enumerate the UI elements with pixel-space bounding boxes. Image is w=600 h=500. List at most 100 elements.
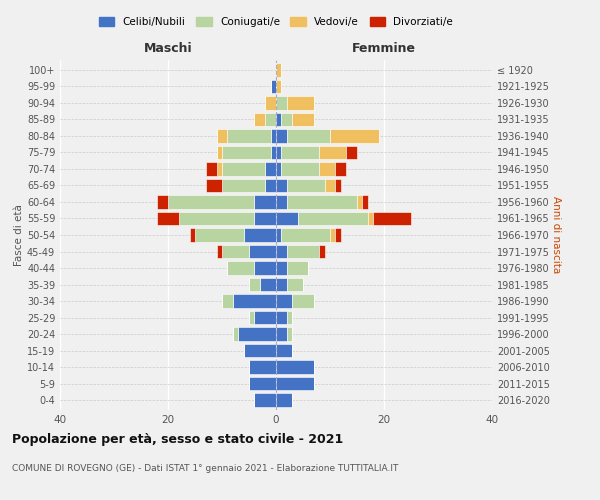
Bar xyxy=(287,130,330,142)
Bar xyxy=(276,179,287,192)
Bar xyxy=(217,162,222,175)
Bar xyxy=(233,294,276,308)
Bar xyxy=(287,196,357,208)
Bar xyxy=(249,360,276,374)
Bar xyxy=(335,162,346,175)
Bar xyxy=(287,262,308,274)
Bar xyxy=(281,162,319,175)
Bar xyxy=(227,262,254,274)
Bar xyxy=(254,113,265,126)
Bar xyxy=(254,394,276,406)
Bar xyxy=(206,162,217,175)
Bar xyxy=(157,212,179,225)
Text: Maschi: Maschi xyxy=(143,42,193,55)
Bar xyxy=(368,212,373,225)
Bar xyxy=(276,64,281,76)
Bar xyxy=(287,278,303,291)
Bar xyxy=(276,130,287,142)
Bar xyxy=(244,228,276,241)
Bar xyxy=(276,228,281,241)
Bar xyxy=(238,328,276,340)
Bar xyxy=(335,228,341,241)
Bar xyxy=(254,262,276,274)
Bar xyxy=(265,96,276,110)
Bar xyxy=(276,162,281,175)
Bar xyxy=(287,311,292,324)
Bar xyxy=(179,212,254,225)
Bar xyxy=(222,179,265,192)
Bar xyxy=(346,146,357,159)
Y-axis label: Fasce di età: Fasce di età xyxy=(14,204,24,266)
Bar xyxy=(265,113,276,126)
Bar xyxy=(362,196,368,208)
Bar xyxy=(330,228,335,241)
Bar xyxy=(254,196,276,208)
Bar xyxy=(190,228,195,241)
Bar xyxy=(281,113,292,126)
Bar xyxy=(287,179,325,192)
Bar xyxy=(217,130,227,142)
Bar xyxy=(244,344,276,357)
Bar xyxy=(254,212,276,225)
Bar xyxy=(271,130,276,142)
Bar xyxy=(276,328,287,340)
Bar xyxy=(276,262,287,274)
Bar xyxy=(373,212,411,225)
Bar xyxy=(276,96,287,110)
Bar xyxy=(276,311,287,324)
Bar xyxy=(249,311,254,324)
Bar xyxy=(249,278,260,291)
Bar xyxy=(222,146,271,159)
Bar xyxy=(287,328,292,340)
Bar xyxy=(276,344,292,357)
Bar xyxy=(254,311,276,324)
Bar xyxy=(222,162,265,175)
Bar xyxy=(249,245,276,258)
Bar xyxy=(281,228,330,241)
Bar xyxy=(260,278,276,291)
Text: COMUNE DI ROVEGNO (GE) - Dati ISTAT 1° gennaio 2021 - Elaborazione TUTTITALIA.IT: COMUNE DI ROVEGNO (GE) - Dati ISTAT 1° g… xyxy=(12,464,398,473)
Bar xyxy=(292,113,314,126)
Bar xyxy=(233,328,238,340)
Bar xyxy=(271,80,276,93)
Text: Femmine: Femmine xyxy=(352,42,416,55)
Text: Popolazione per età, sesso e stato civile - 2021: Popolazione per età, sesso e stato civil… xyxy=(12,432,343,446)
Bar xyxy=(287,245,319,258)
Bar xyxy=(222,294,233,308)
Bar xyxy=(276,212,298,225)
Bar xyxy=(157,196,168,208)
Bar xyxy=(276,294,292,308)
Bar xyxy=(206,179,222,192)
Bar xyxy=(249,377,276,390)
Bar xyxy=(281,146,319,159)
Bar xyxy=(276,80,281,93)
Bar xyxy=(195,228,244,241)
Bar xyxy=(330,130,379,142)
Bar xyxy=(319,162,335,175)
Bar xyxy=(271,146,276,159)
Bar xyxy=(319,146,346,159)
Bar xyxy=(222,245,249,258)
Y-axis label: Anni di nascita: Anni di nascita xyxy=(551,196,561,274)
Bar xyxy=(335,179,341,192)
Bar xyxy=(265,162,276,175)
Bar xyxy=(276,113,281,126)
Bar xyxy=(276,278,287,291)
Bar xyxy=(217,146,222,159)
Bar xyxy=(298,212,368,225)
Bar xyxy=(265,179,276,192)
Bar xyxy=(217,245,222,258)
Bar xyxy=(276,196,287,208)
Bar xyxy=(276,245,287,258)
Bar xyxy=(227,130,271,142)
Bar xyxy=(292,294,314,308)
Bar xyxy=(287,96,314,110)
Bar xyxy=(276,146,281,159)
Bar xyxy=(276,360,314,374)
Bar xyxy=(168,196,254,208)
Bar xyxy=(276,377,314,390)
Bar xyxy=(319,245,325,258)
Legend: Celibi/Nubili, Coniugati/e, Vedovi/e, Divorziati/e: Celibi/Nubili, Coniugati/e, Vedovi/e, Di… xyxy=(95,12,457,32)
Bar xyxy=(325,179,335,192)
Bar xyxy=(357,196,362,208)
